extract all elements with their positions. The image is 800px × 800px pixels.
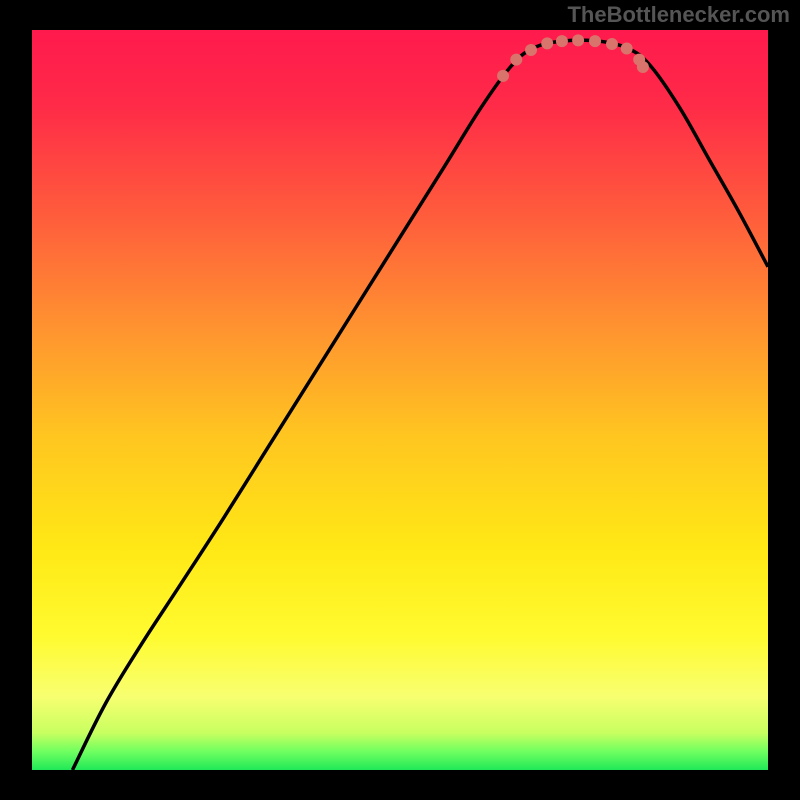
watermark-text: TheBottlenecker.com <box>567 2 790 28</box>
marker-dot <box>606 38 618 50</box>
marker-dot <box>556 35 568 47</box>
marker-dot <box>541 37 553 49</box>
marker-dot <box>589 35 601 47</box>
marker-dot <box>637 61 649 73</box>
plot-area <box>32 30 768 770</box>
marker-dot <box>572 34 584 46</box>
marker-dot <box>621 43 633 55</box>
marker-dot <box>525 44 537 56</box>
bottleneck-curve <box>32 30 768 770</box>
marker-dot <box>510 54 522 66</box>
curve-line <box>72 40 768 770</box>
marker-dot <box>497 70 509 82</box>
